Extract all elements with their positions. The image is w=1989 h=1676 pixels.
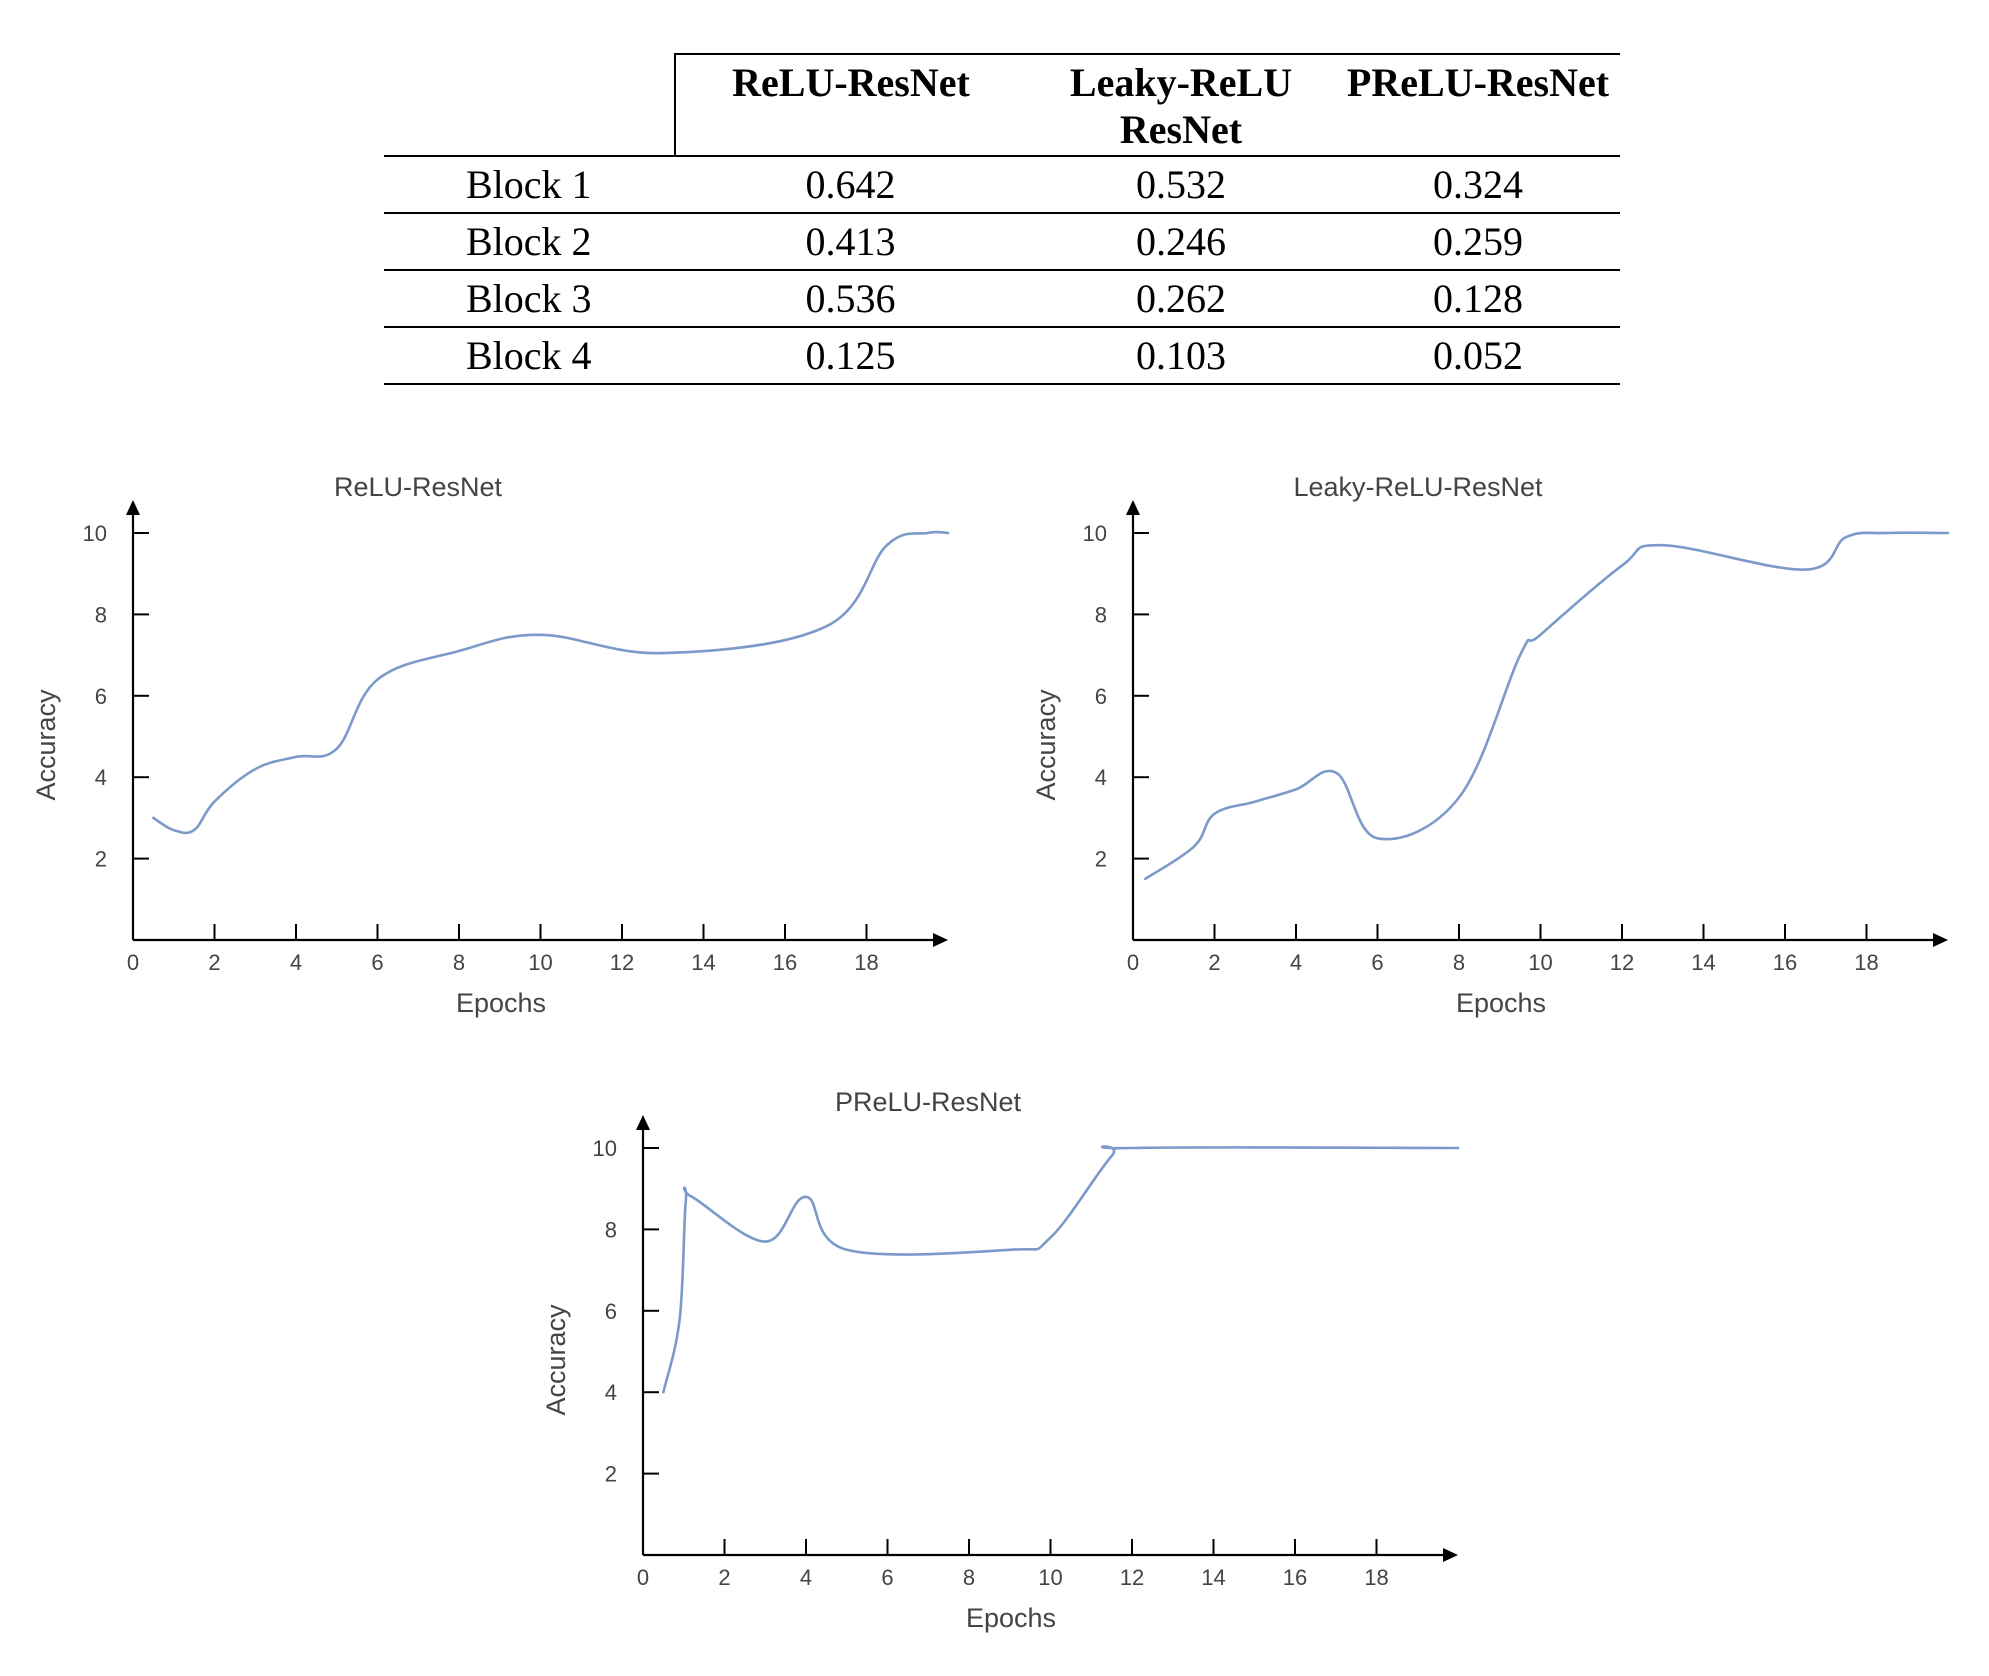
table-header-row: ReLU-ResNet Leaky-ReLU ResNet PReLU-ResN… [384,53,1620,157]
y-axis-arrow [126,500,140,515]
x-tick-label: 4 [290,950,302,975]
x-axis-arrow [1443,1548,1458,1562]
x-tick-label: 2 [718,1565,730,1590]
x-tick-label: 6 [1371,950,1383,975]
table-cell: 0.246 [1026,213,1336,271]
table-cell: 0.103 [1026,327,1336,385]
y-tick-label: 8 [95,602,107,627]
y-tick-label: 10 [593,1136,617,1161]
chart-title: PReLU-ResNet [835,1087,1022,1117]
table-row-label: Block 4 [384,327,675,385]
x-tick-label: 18 [1364,1565,1388,1590]
results-table: ReLU-ResNet Leaky-ReLU ResNet PReLU-ResN… [384,53,1620,385]
x-axis-arrow [1933,933,1948,947]
x-tick-label: 14 [1201,1565,1225,1590]
x-tick-label: 2 [208,950,220,975]
x-tick-label: 8 [1453,950,1465,975]
accuracy-series-line [1143,531,1950,881]
y-tick-label: 6 [95,684,107,709]
y-tick-label: 2 [95,847,107,872]
x-tick-label: 12 [610,950,634,975]
table-cell: 0.052 [1336,327,1620,385]
x-tick-label: 8 [453,950,465,975]
accuracy-series-line [152,530,950,835]
table-row-label: Block 2 [384,213,675,271]
x-tick-label: 16 [773,950,797,975]
x-axis-label: Epochs [456,988,546,1018]
y-axis-arrow [636,1115,650,1130]
table-row: Block 1 0.642 0.532 0.324 [384,156,1620,214]
y-tick-label: 8 [605,1217,617,1242]
chart-title: Leaky-ReLU-ResNet [1293,472,1543,502]
y-tick-label: 2 [1095,847,1107,872]
accuracy-series-line [662,1145,1460,1394]
y-tick-label: 4 [95,765,107,790]
table-cell: 0.324 [1336,156,1620,214]
table-cell: 0.536 [675,270,1026,328]
x-tick-label: 0 [1127,950,1139,975]
y-tick-label: 6 [605,1299,617,1324]
x-axis-arrow [933,933,948,947]
prelu-resnet-chart: 0 2 4 6 8 10 12 14 16 18 2 4 6 8 10 PReLU-ResNet Epochs A… [541,1087,1460,1633]
y-tick-label: 10 [83,521,107,546]
x-tick-label: 12 [1120,1565,1144,1590]
table-cell: 0.259 [1336,213,1620,271]
table-cell: 0.413 [675,213,1026,271]
y-tick-label: 10 [1083,521,1107,546]
table-cell: 0.532 [1026,156,1336,214]
table-cell: 0.125 [675,327,1026,385]
x-tick-label: 10 [1038,1565,1062,1590]
x-tick-label: 12 [1610,950,1634,975]
x-tick-label: 6 [371,950,383,975]
x-tick-label: 18 [1854,950,1878,975]
x-tick-label: 6 [881,1565,893,1590]
table-column-header: PReLU-ResNet [1336,53,1620,157]
y-axis-label: Accuracy [31,689,61,801]
x-tick-label: 4 [800,1565,812,1590]
table-row-label: Block 3 [384,270,675,328]
x-tick-label: 14 [1691,950,1715,975]
table-column-header: ReLU-ResNet [675,53,1026,157]
table-column-header: Leaky-ReLU ResNet [1026,53,1336,157]
x-tick-label: 14 [691,950,715,975]
table-corner-cell [384,54,676,157]
y-tick-label: 4 [605,1380,617,1405]
x-tick-label: 18 [854,950,878,975]
table-cell: 0.642 [675,156,1026,214]
y-axis-arrow [1126,500,1140,515]
x-tick-label: 0 [637,1565,649,1590]
y-axis-label: Accuracy [541,1304,571,1416]
x-tick-label: 10 [528,950,552,975]
x-tick-label: 0 [127,950,139,975]
table-row-label: Block 1 [384,156,675,214]
leaky-relu-resnet-chart: 0 2 4 6 8 10 12 14 16 18 2 4 6 8 10 Leaky-ReLU-ResNet Ep… [1031,472,1950,1018]
y-tick-label: 4 [1095,765,1107,790]
y-axis-label: Accuracy [1031,689,1061,801]
table-cell: 0.128 [1336,270,1620,328]
x-tick-label: 10 [1528,950,1552,975]
y-tick-label: 2 [605,1462,617,1487]
table-row: Block 3 0.536 0.262 0.128 [384,270,1620,328]
table-cell: 0.262 [1026,270,1336,328]
x-axis-label: Epochs [1456,988,1546,1018]
table-row: Block 2 0.413 0.246 0.259 [384,213,1620,271]
x-axis-label: Epochs [966,1603,1056,1633]
x-tick-label: 8 [963,1565,975,1590]
x-tick-label: 2 [1208,950,1220,975]
relu-resnet-chart: 0 2 4 6 8 10 12 14 16 18 2 4 6 8 10 ReLU-ResNet Epochs Ac… [31,472,950,1018]
y-tick-label: 6 [1095,684,1107,709]
y-tick-label: 8 [1095,602,1107,627]
x-tick-label: 4 [1290,950,1302,975]
table-row: Block 4 0.125 0.103 0.052 [384,327,1620,385]
x-tick-label: 16 [1773,950,1797,975]
x-tick-label: 16 [1283,1565,1307,1590]
chart-title: ReLU-ResNet [334,472,503,502]
